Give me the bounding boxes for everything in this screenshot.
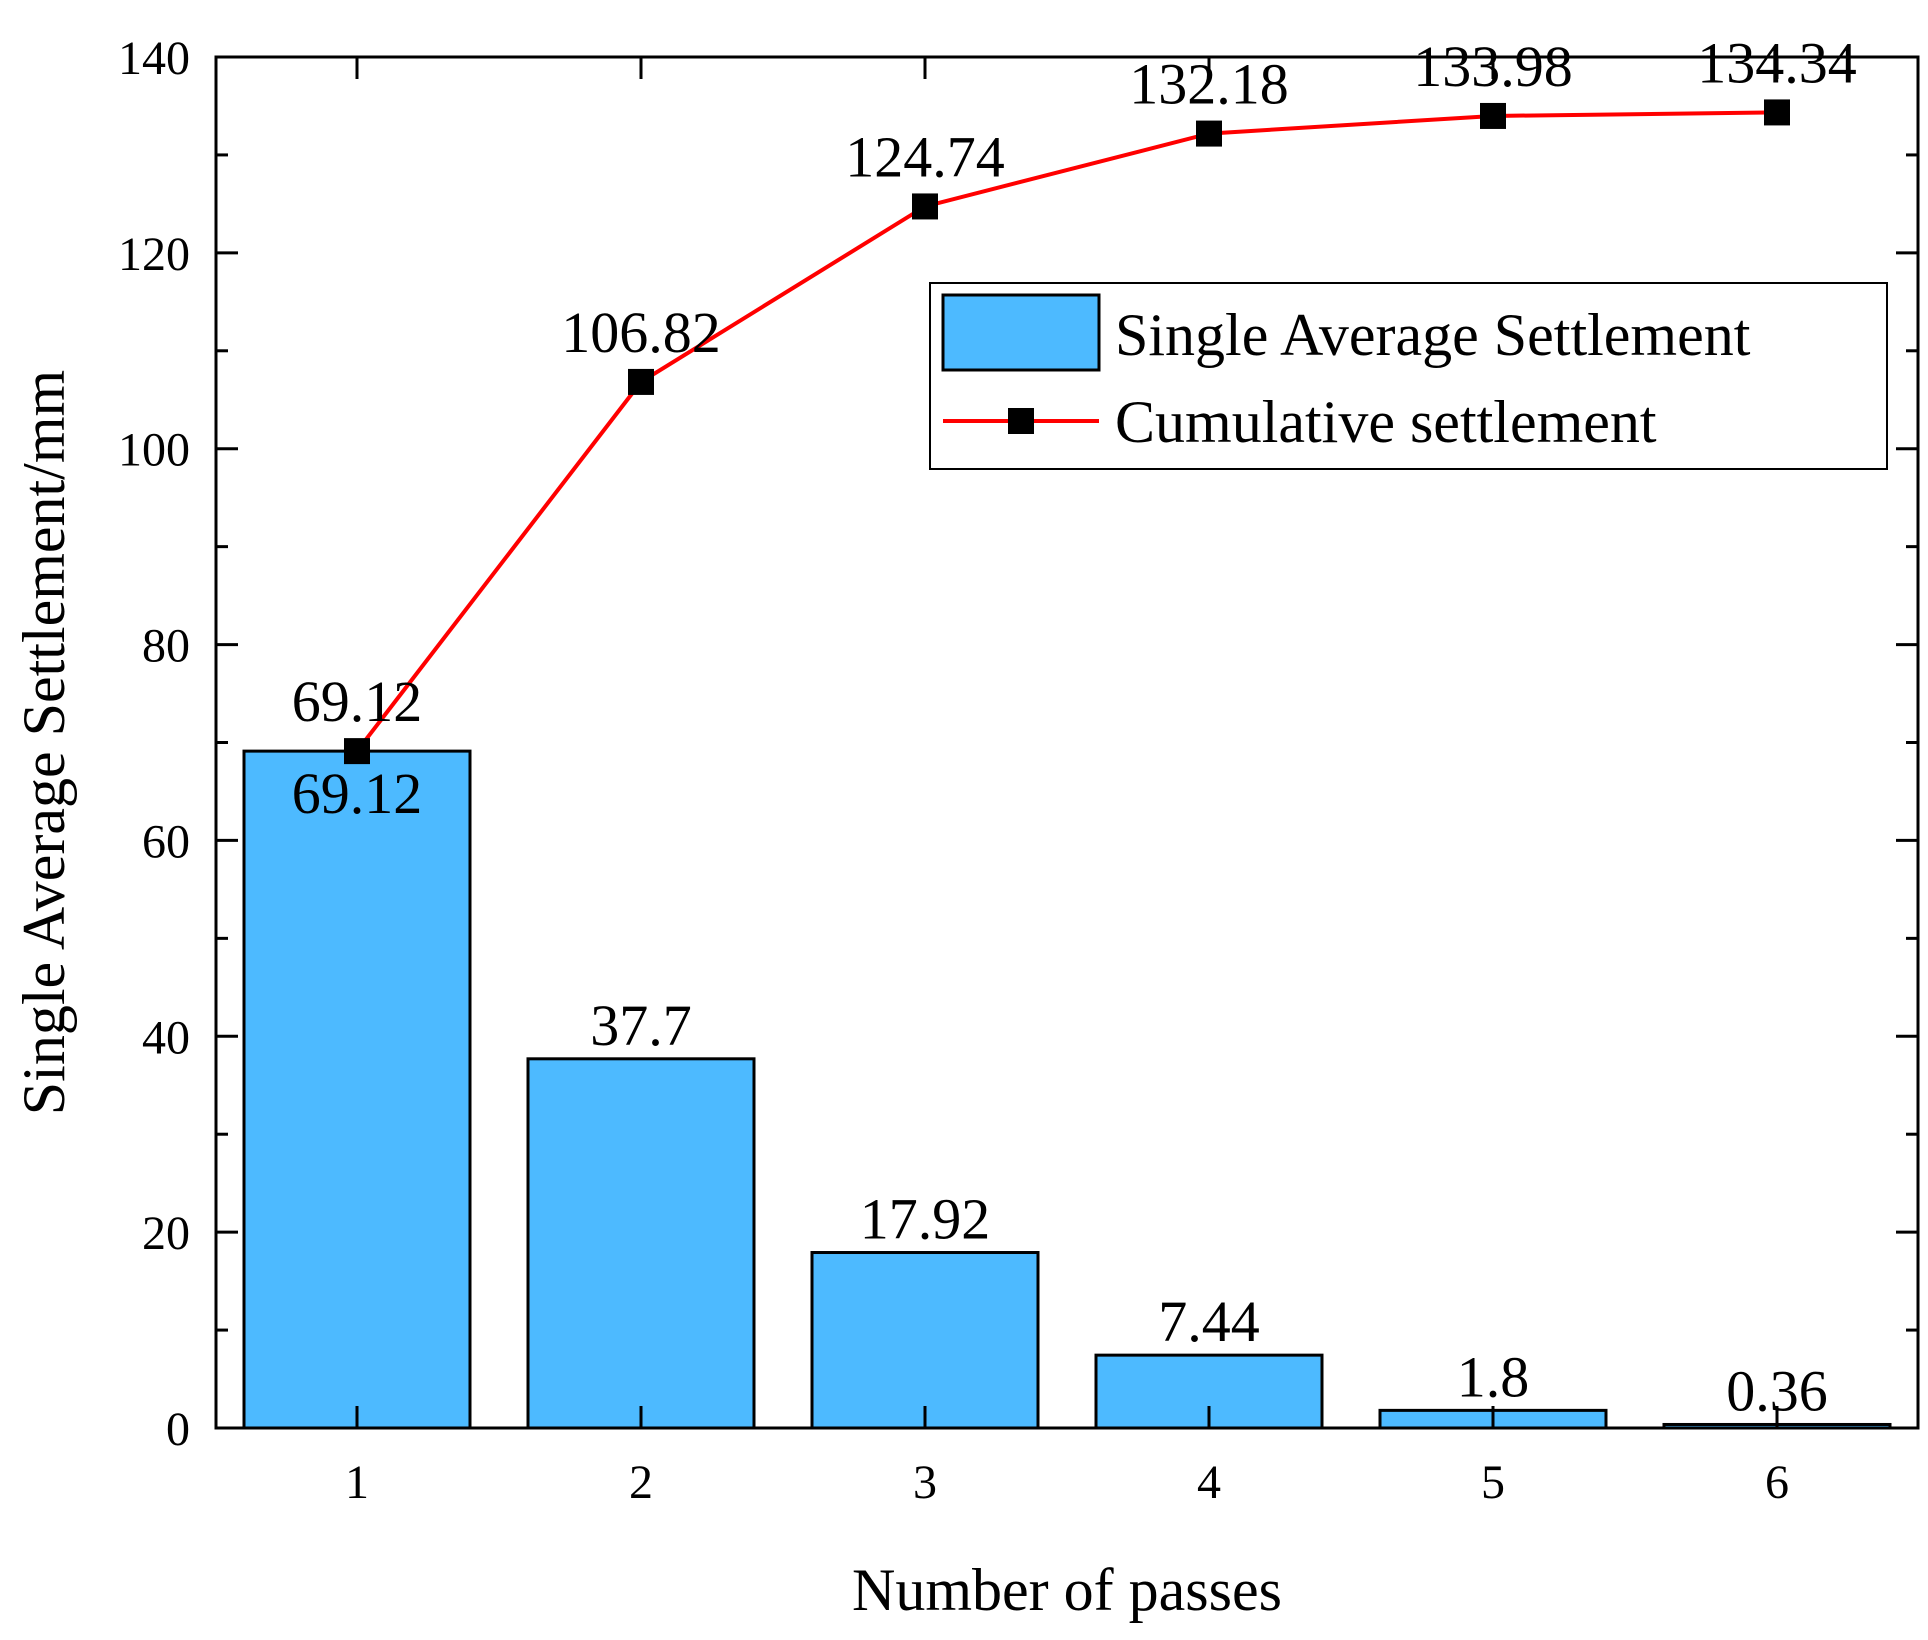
y-tick-label-40: 40 — [142, 1011, 190, 1064]
line-layer — [344, 99, 1790, 765]
x-tick-label-6: 6 — [1765, 1456, 1789, 1509]
x-tick-label-1: 1 — [345, 1456, 369, 1509]
y-tick-label-60: 60 — [142, 815, 190, 868]
bars-layer — [242, 749, 1892, 1430]
bar-label-4: 7.44 — [1158, 1289, 1260, 1354]
x-tick-label-2: 2 — [629, 1456, 653, 1509]
line-marker-6 — [1764, 99, 1790, 126]
y-tick-label-80: 80 — [142, 620, 190, 673]
bar-1 — [242, 749, 472, 1430]
axes-layer: 0 20 40 60 80 100 120 140 1 2 3 4 5 6 — [118, 32, 1920, 1509]
bar-3 — [810, 1251, 1040, 1430]
legend-bar-label: Single Average Settlement — [1115, 302, 1751, 368]
line-marker-2 — [628, 368, 654, 395]
line-marker-3 — [912, 193, 938, 220]
bar-label-3: 17.92 — [860, 1187, 991, 1252]
y-tick-label-140: 140 — [118, 32, 190, 85]
legend: Single Average Settlement Cumulative set… — [929, 282, 1888, 470]
line-label-1: 69.12 — [292, 669, 423, 734]
y-tick-label-120: 120 — [118, 228, 190, 281]
legend-line-marker — [1008, 408, 1034, 434]
legend-line-label: Cumulative settlement — [1115, 389, 1657, 455]
x-axis-title: Number of passes — [852, 1557, 1282, 1623]
legend-bar-swatch — [941, 293, 1101, 372]
x-tick-label-4: 4 — [1197, 1456, 1221, 1509]
x-tick-label-5: 5 — [1481, 1456, 1505, 1509]
bar-label-1: 69.12 — [292, 761, 423, 826]
line-marker-5 — [1480, 102, 1506, 129]
line-marker-4 — [1196, 120, 1222, 147]
y-tick-label-20: 20 — [142, 1207, 190, 1260]
cumulative-line — [355, 110, 1778, 753]
line-label-2: 106.82 — [561, 300, 721, 365]
line-marker-1 — [344, 738, 370, 765]
bar-label-5: 1.8 — [1457, 1344, 1530, 1409]
x-tick-label-3: 3 — [913, 1456, 937, 1509]
y-tick-label-0: 0 — [166, 1403, 190, 1456]
y-axis-title: Single Average Settlement/mm — [11, 370, 77, 1115]
bar-label-2: 37.7 — [590, 993, 692, 1058]
y-tick-label-100: 100 — [118, 424, 190, 477]
line-label-3: 124.74 — [845, 124, 1005, 189]
bar-2 — [526, 1057, 756, 1430]
